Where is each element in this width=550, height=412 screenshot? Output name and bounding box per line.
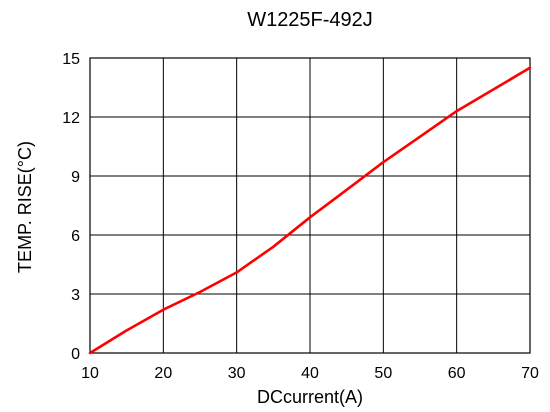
plot-frame <box>89 57 531 354</box>
y-tick-label: 9 <box>71 169 80 186</box>
chart-title: W1225F-492J <box>247 9 373 31</box>
y-tick-label: 0 <box>71 346 80 363</box>
x-tick-label: 30 <box>228 365 246 382</box>
x-tick-label: 20 <box>154 365 172 382</box>
series-line <box>88 66 532 355</box>
x-axis-label: DCcurrent(A) <box>257 387 363 407</box>
x-tick-label: 10 <box>81 365 99 382</box>
grid <box>89 57 531 354</box>
y-tick-label: 15 <box>62 51 80 68</box>
y-axis-label: TEMP. RISE(°C) <box>15 141 35 273</box>
y-tick-label: 12 <box>62 110 80 127</box>
y-tick-labels: 0 3 6 9 12 15 <box>62 51 80 363</box>
x-tick-label: 70 <box>521 365 539 382</box>
x-tick-label: 50 <box>374 365 392 382</box>
x-tick-label: 40 <box>301 365 319 382</box>
series-layer <box>88 66 532 355</box>
x-tick-label: 60 <box>448 365 466 382</box>
y-tick-label: 6 <box>71 228 80 245</box>
y-tick-label: 3 <box>71 287 80 304</box>
x-tick-labels: 10 20 30 40 50 60 70 <box>81 365 539 382</box>
